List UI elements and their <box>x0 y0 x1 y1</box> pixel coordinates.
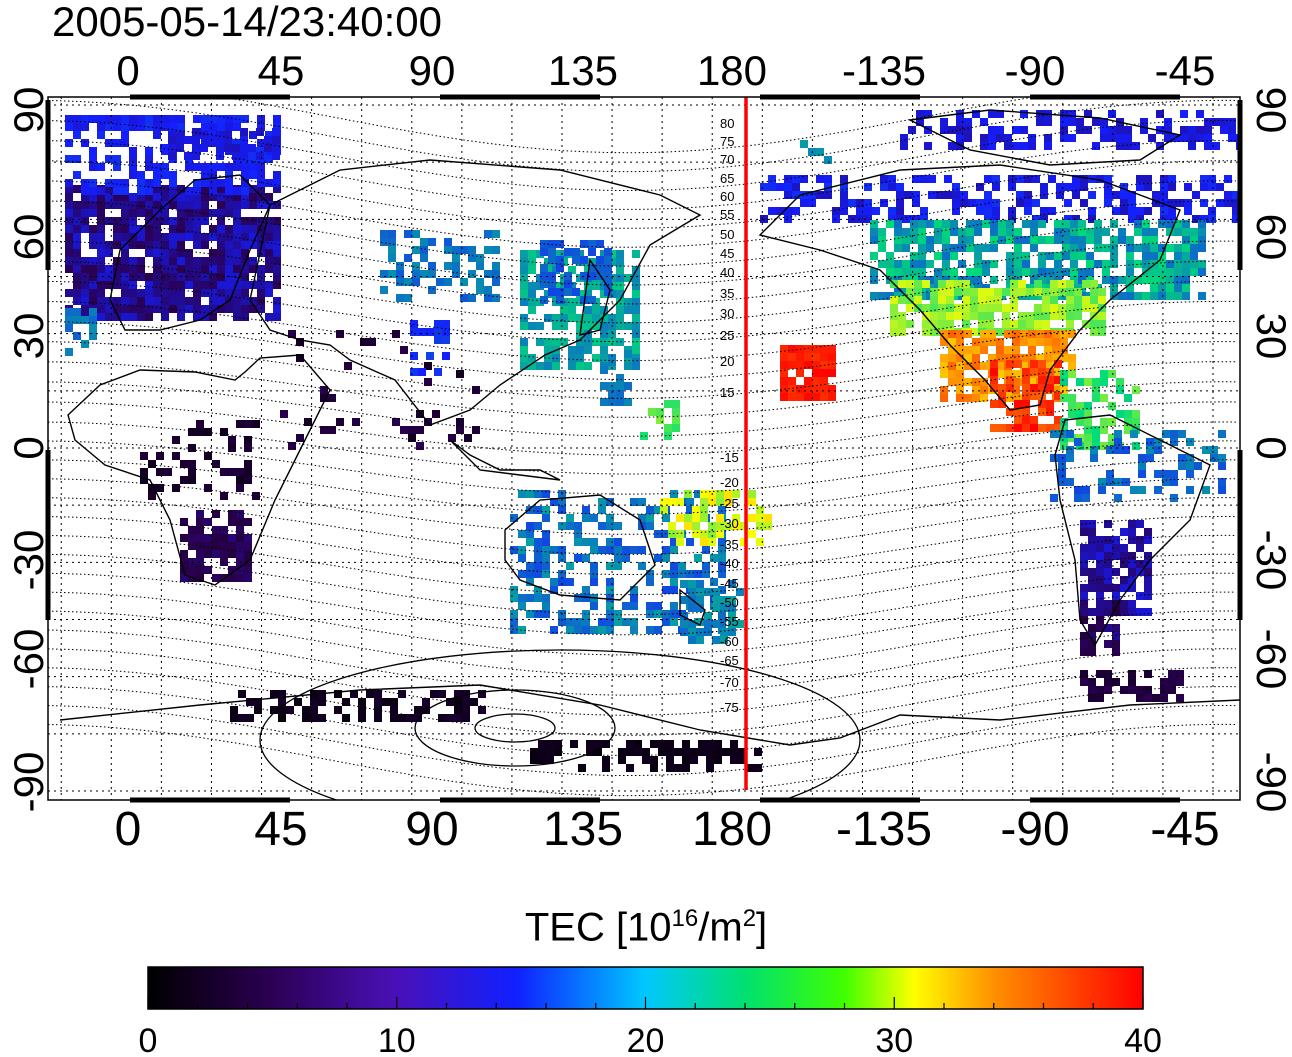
colorbar-tick-label: 10 <box>378 1022 416 1057</box>
top-longitude-labels: 0 45 90 135 180 -135 -90 -45 <box>116 47 1215 94</box>
magnetic-latitude-label: 35 <box>720 286 734 301</box>
colorbar-ticks <box>147 997 1144 1009</box>
longitude-tick-label: 45 <box>258 47 305 94</box>
longitude-tick-label: 45 <box>254 803 307 856</box>
latitude-tick-label: -60 <box>1248 629 1292 690</box>
magnetic-latitude-label: 50 <box>720 227 734 242</box>
latitude-tick-label: -30 <box>5 530 52 591</box>
magnetic-latitude-label: 30 <box>720 306 734 321</box>
magnetic-latitude-label: -60 <box>720 634 739 649</box>
longitude-tick-label: 180 <box>692 803 772 856</box>
magnetic-latitude-label: 25 <box>720 328 734 343</box>
longitude-tick-label: -135 <box>836 803 932 856</box>
colorbar-tick-label: 30 <box>875 1022 913 1057</box>
latitude-tick-label: -30 <box>1248 530 1292 591</box>
magnetic-latitude-label: -75 <box>720 700 739 715</box>
frame-tick-bars <box>45 94 1243 803</box>
magnetic-latitude-label: -40 <box>720 556 739 571</box>
magnetic-latitude-label: -65 <box>720 653 739 668</box>
latitude-tick-label: 30 <box>5 313 52 360</box>
longitude-tick-label: -45 <box>1155 47 1216 94</box>
magnetic-latitude-label: -55 <box>720 614 739 629</box>
magnetic-latitude-contours <box>48 97 1237 800</box>
magnetic-latitude-label: 65 <box>720 171 734 186</box>
longitude-tick-label: -90 <box>1005 47 1066 94</box>
latitude-tick-label: -90 <box>5 752 52 813</box>
latitude-tick-label: -60 <box>5 629 52 690</box>
longitude-tick-label: 90 <box>409 47 456 94</box>
magnetic-latitude-label: -25 <box>720 496 739 511</box>
latitude-tick-label: 90 <box>1248 87 1292 134</box>
magnetic-latitude-label: 45 <box>720 246 734 261</box>
timestamp-title: 2005-05-14/23:40:00 <box>52 0 442 45</box>
longitude-tick-label: 180 <box>697 47 767 94</box>
colorbar-tick-label: 0 <box>139 1022 158 1057</box>
magnetic-latitude-label: -20 <box>720 475 739 490</box>
latitude-tick-label: 0 <box>1248 436 1292 459</box>
magnetic-latitude-label: -70 <box>720 675 739 690</box>
magnetic-latitude-label: 40 <box>720 265 734 280</box>
magnetic-latitude-label: -35 <box>720 537 739 552</box>
longitude-tick-label: 135 <box>543 803 623 856</box>
magnetic-latitude-label: 55 <box>720 207 734 222</box>
longitude-tick-label: 0 <box>115 803 142 856</box>
magnetic-latitude-label: 15 <box>720 385 734 400</box>
colorbar-tick-labels: 0 10 20 30 40 <box>139 1022 1162 1057</box>
magnetic-latitude-label: 75 <box>720 134 734 149</box>
magnetic-latitude-label: 60 <box>720 189 734 204</box>
latitude-tick-label: 60 <box>1248 214 1292 261</box>
magnetic-latitude-label: -50 <box>720 595 739 610</box>
latitude-tick-label: 60 <box>5 214 52 261</box>
longitude-tick-label: 90 <box>405 803 458 856</box>
latitude-tick-label: 0 <box>5 436 52 459</box>
magnetic-latitude-label: 20 <box>720 354 734 369</box>
magnetic-latitude-label: -45 <box>720 576 739 591</box>
colorbar-tick-label: 40 <box>1124 1022 1162 1057</box>
latitude-tick-label: 90 <box>5 87 52 134</box>
tec-data-cells <box>65 110 1240 772</box>
magnetic-latitude-label: 70 <box>720 152 734 167</box>
left-latitude-labels: 90 60 30 0 -30 -60 -90 <box>5 87 52 813</box>
right-latitude-labels: 90 60 30 0 -30 -60 -90 <box>1248 87 1292 813</box>
longitude-tick-label: -45 <box>1150 803 1219 856</box>
longitude-tick-label: 0 <box>116 47 139 94</box>
magnetic-latitude-label: 80 <box>720 116 734 131</box>
latitude-tick-label: 30 <box>1248 313 1292 360</box>
bottom-longitude-labels: 0 45 90 135 180 -135 -90 -45 <box>115 803 1220 856</box>
longitude-tick-label: 135 <box>548 47 618 94</box>
colorbar-tick-label: 20 <box>627 1022 665 1057</box>
longitude-tick-label: -90 <box>1000 803 1069 856</box>
coastlines <box>59 109 1240 746</box>
latitude-tick-label: -90 <box>1248 752 1292 813</box>
magnetic-latitude-label: -30 <box>720 516 739 531</box>
map-frame <box>47 96 1241 801</box>
magnetic-latitude-label: -15 <box>720 450 739 465</box>
longitude-tick-label: -135 <box>842 47 926 94</box>
magnetic-latitude-labels: 80 75 70 65 60 55 50 45 40 35 30 25 20 15 -15 -20 -25 -30… <box>720 116 739 715</box>
colorbar-title: TEC [1016/m2] <box>524 905 768 950</box>
